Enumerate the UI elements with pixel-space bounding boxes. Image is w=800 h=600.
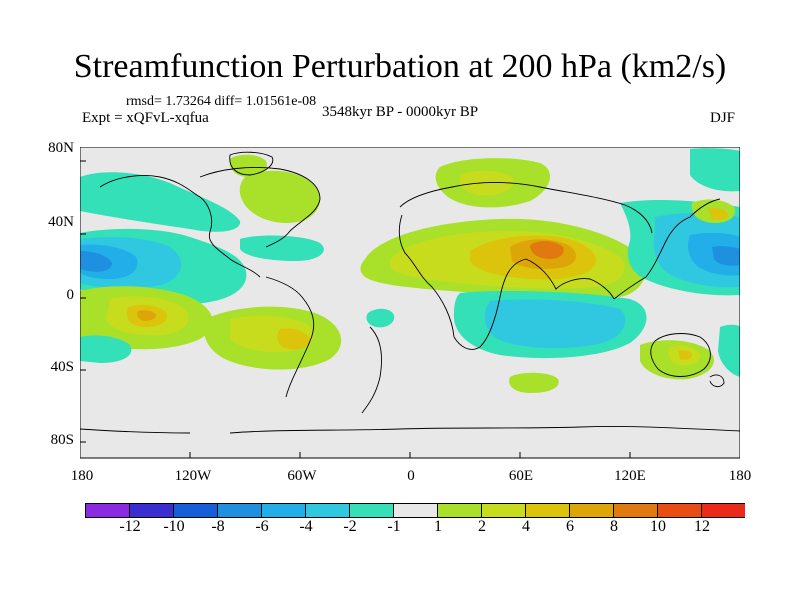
contour-greenland (229, 154, 267, 177)
colorbar-label: 10 (650, 518, 666, 535)
contour-sp-east (718, 324, 740, 377)
experiment-label: Expt = xQFvL-xqfua (82, 110, 209, 126)
lon-tick-label: 60E (508, 468, 534, 484)
contour-spacific-core (137, 310, 156, 321)
colorbar-label: 1 (434, 518, 442, 535)
colorbar-box (569, 503, 614, 518)
colorbar-label: 8 (610, 518, 618, 535)
colorbar-box (129, 503, 174, 518)
lat-tick-label: 80N (48, 140, 74, 156)
lon-tick-label: 0 (407, 468, 415, 484)
colorbar-box (217, 503, 262, 518)
colorbar-box (173, 503, 218, 518)
lon-tick-label: 180 (70, 468, 94, 484)
colorbar-label: 4 (522, 518, 530, 535)
lon-tick-label: 120E (614, 468, 646, 484)
colorbar-box (613, 503, 658, 518)
colorbar-box (701, 503, 745, 518)
colorbar-box (85, 503, 130, 518)
colorbar-label: -1 (387, 518, 401, 535)
colorbar-label: -10 (163, 518, 185, 535)
colorbar-label: -6 (255, 518, 269, 535)
colorbar-box (437, 503, 482, 518)
lon-tick-label: 60W (287, 468, 317, 484)
lon-tick-label: 120W (174, 468, 212, 484)
map-frame (80, 147, 740, 459)
coastlines (80, 151, 740, 434)
contour-npacific (80, 172, 241, 232)
colorbar-box (261, 503, 306, 518)
chart-title: Streamfunction Perturbation at 200 hPa (… (73, 48, 727, 85)
colorbar-label: -2 (343, 518, 357, 535)
season-label: DJF (710, 110, 736, 126)
period-label: 3548kyr BP - 0000kyr BP (322, 104, 479, 120)
colorbar-label: 2 (478, 518, 486, 535)
colorbar-label: 12 (694, 518, 710, 535)
colorbar (85, 503, 745, 518)
colorbar-label: -12 (119, 518, 141, 535)
contour-satlantic (366, 308, 395, 328)
colorbar-box (481, 503, 526, 518)
lon-tick-label: 180 (728, 468, 752, 484)
colorbar-box (525, 503, 570, 518)
colorbar-box (393, 503, 438, 518)
world-map (80, 147, 740, 459)
contour-australia-core (678, 350, 692, 360)
stats-label: rmsd= 1.73264 diff= 1.01561e-08 (126, 94, 317, 109)
colorbar-box (349, 503, 394, 518)
colorbar-label: -4 (299, 518, 313, 535)
contour-asia-core (530, 241, 564, 259)
contour-natlantic (239, 170, 320, 224)
lat-tick-label: 40S (50, 359, 74, 375)
colorbar-label: 6 (566, 518, 574, 535)
lat-tick-label: 0 (66, 287, 75, 303)
contour-indian-2 (484, 299, 626, 349)
contour-southern-ocean (509, 372, 559, 393)
contour-wpac-core (712, 246, 740, 266)
colorbar-box (657, 503, 702, 518)
contour-trop-pac-core (80, 251, 112, 272)
lat-tick-label: 80S (50, 432, 74, 448)
lat-tick-label: 40N (48, 214, 74, 230)
contour-samerica-3 (277, 328, 310, 350)
contour-japan-core (708, 208, 728, 220)
contour-sp-cyan (80, 335, 132, 363)
colorbar-box (305, 503, 350, 518)
contour-nwpac (690, 148, 740, 192)
contour-caribbean (240, 235, 324, 261)
colorbar-label: -8 (211, 518, 225, 535)
